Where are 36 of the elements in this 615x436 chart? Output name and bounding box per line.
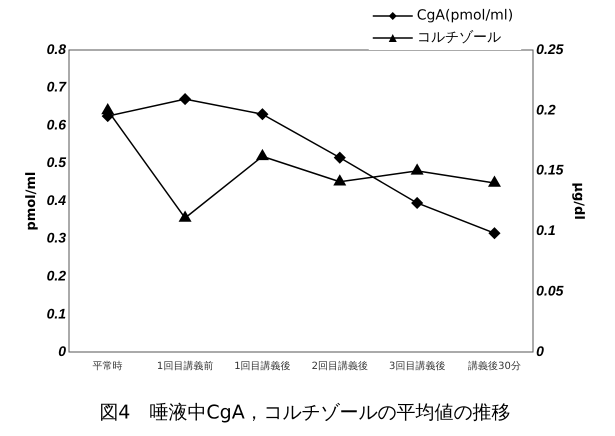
y-tick-label: 0.6	[46, 116, 66, 132]
y2-tick-label: 0.05	[536, 282, 564, 299]
point	[334, 152, 346, 164]
text: 図4 唾液中CgA，コルチゾールの平均値の推移	[99, 402, 511, 424]
x-tick-label: 平常時	[92, 360, 123, 372]
x-tick-label: 講義後30分	[468, 360, 521, 372]
y2-tick-label: 0.15	[536, 162, 564, 178]
point	[411, 164, 424, 175]
y-tick-label: 0.3	[46, 230, 66, 246]
x-tick-label: 1回目講義前	[156, 360, 214, 372]
y-tick-label: 0.7	[46, 78, 68, 95]
y2-axis-title: μg/dl	[570, 182, 586, 220]
point	[179, 211, 192, 222]
x-tick-label: 1回目講義後	[234, 360, 291, 372]
point	[488, 227, 500, 239]
y-tick-label: 0.1	[46, 305, 66, 322]
point	[256, 150, 268, 160]
y-tick-label: 0.5	[46, 154, 66, 170]
point	[488, 176, 500, 187]
y2-tick-label: 0.1	[536, 222, 556, 238]
point	[334, 175, 346, 186]
legend-label: コルチゾール	[416, 30, 501, 46]
y2-tick-label: 0.25	[536, 40, 564, 57]
y-tick-label: 0.4	[46, 192, 66, 208]
y-tick-label: 0.8	[46, 40, 66, 57]
y-tick-label: 0	[58, 343, 66, 360]
y2-tick-label: 0	[536, 343, 544, 360]
point	[179, 93, 191, 105]
point	[256, 108, 268, 120]
x-tick-label: 3回目講義後	[388, 360, 446, 372]
y-axis-title: pmol/ml	[24, 172, 40, 231]
point	[411, 197, 423, 209]
x-tick-label: 2回目講義後	[312, 360, 368, 372]
y2-tick-label: 0.2	[536, 101, 556, 118]
y-tick-label: 0.2	[46, 268, 66, 284]
legend-label: CgA(pmol/ml)	[416, 8, 514, 24]
